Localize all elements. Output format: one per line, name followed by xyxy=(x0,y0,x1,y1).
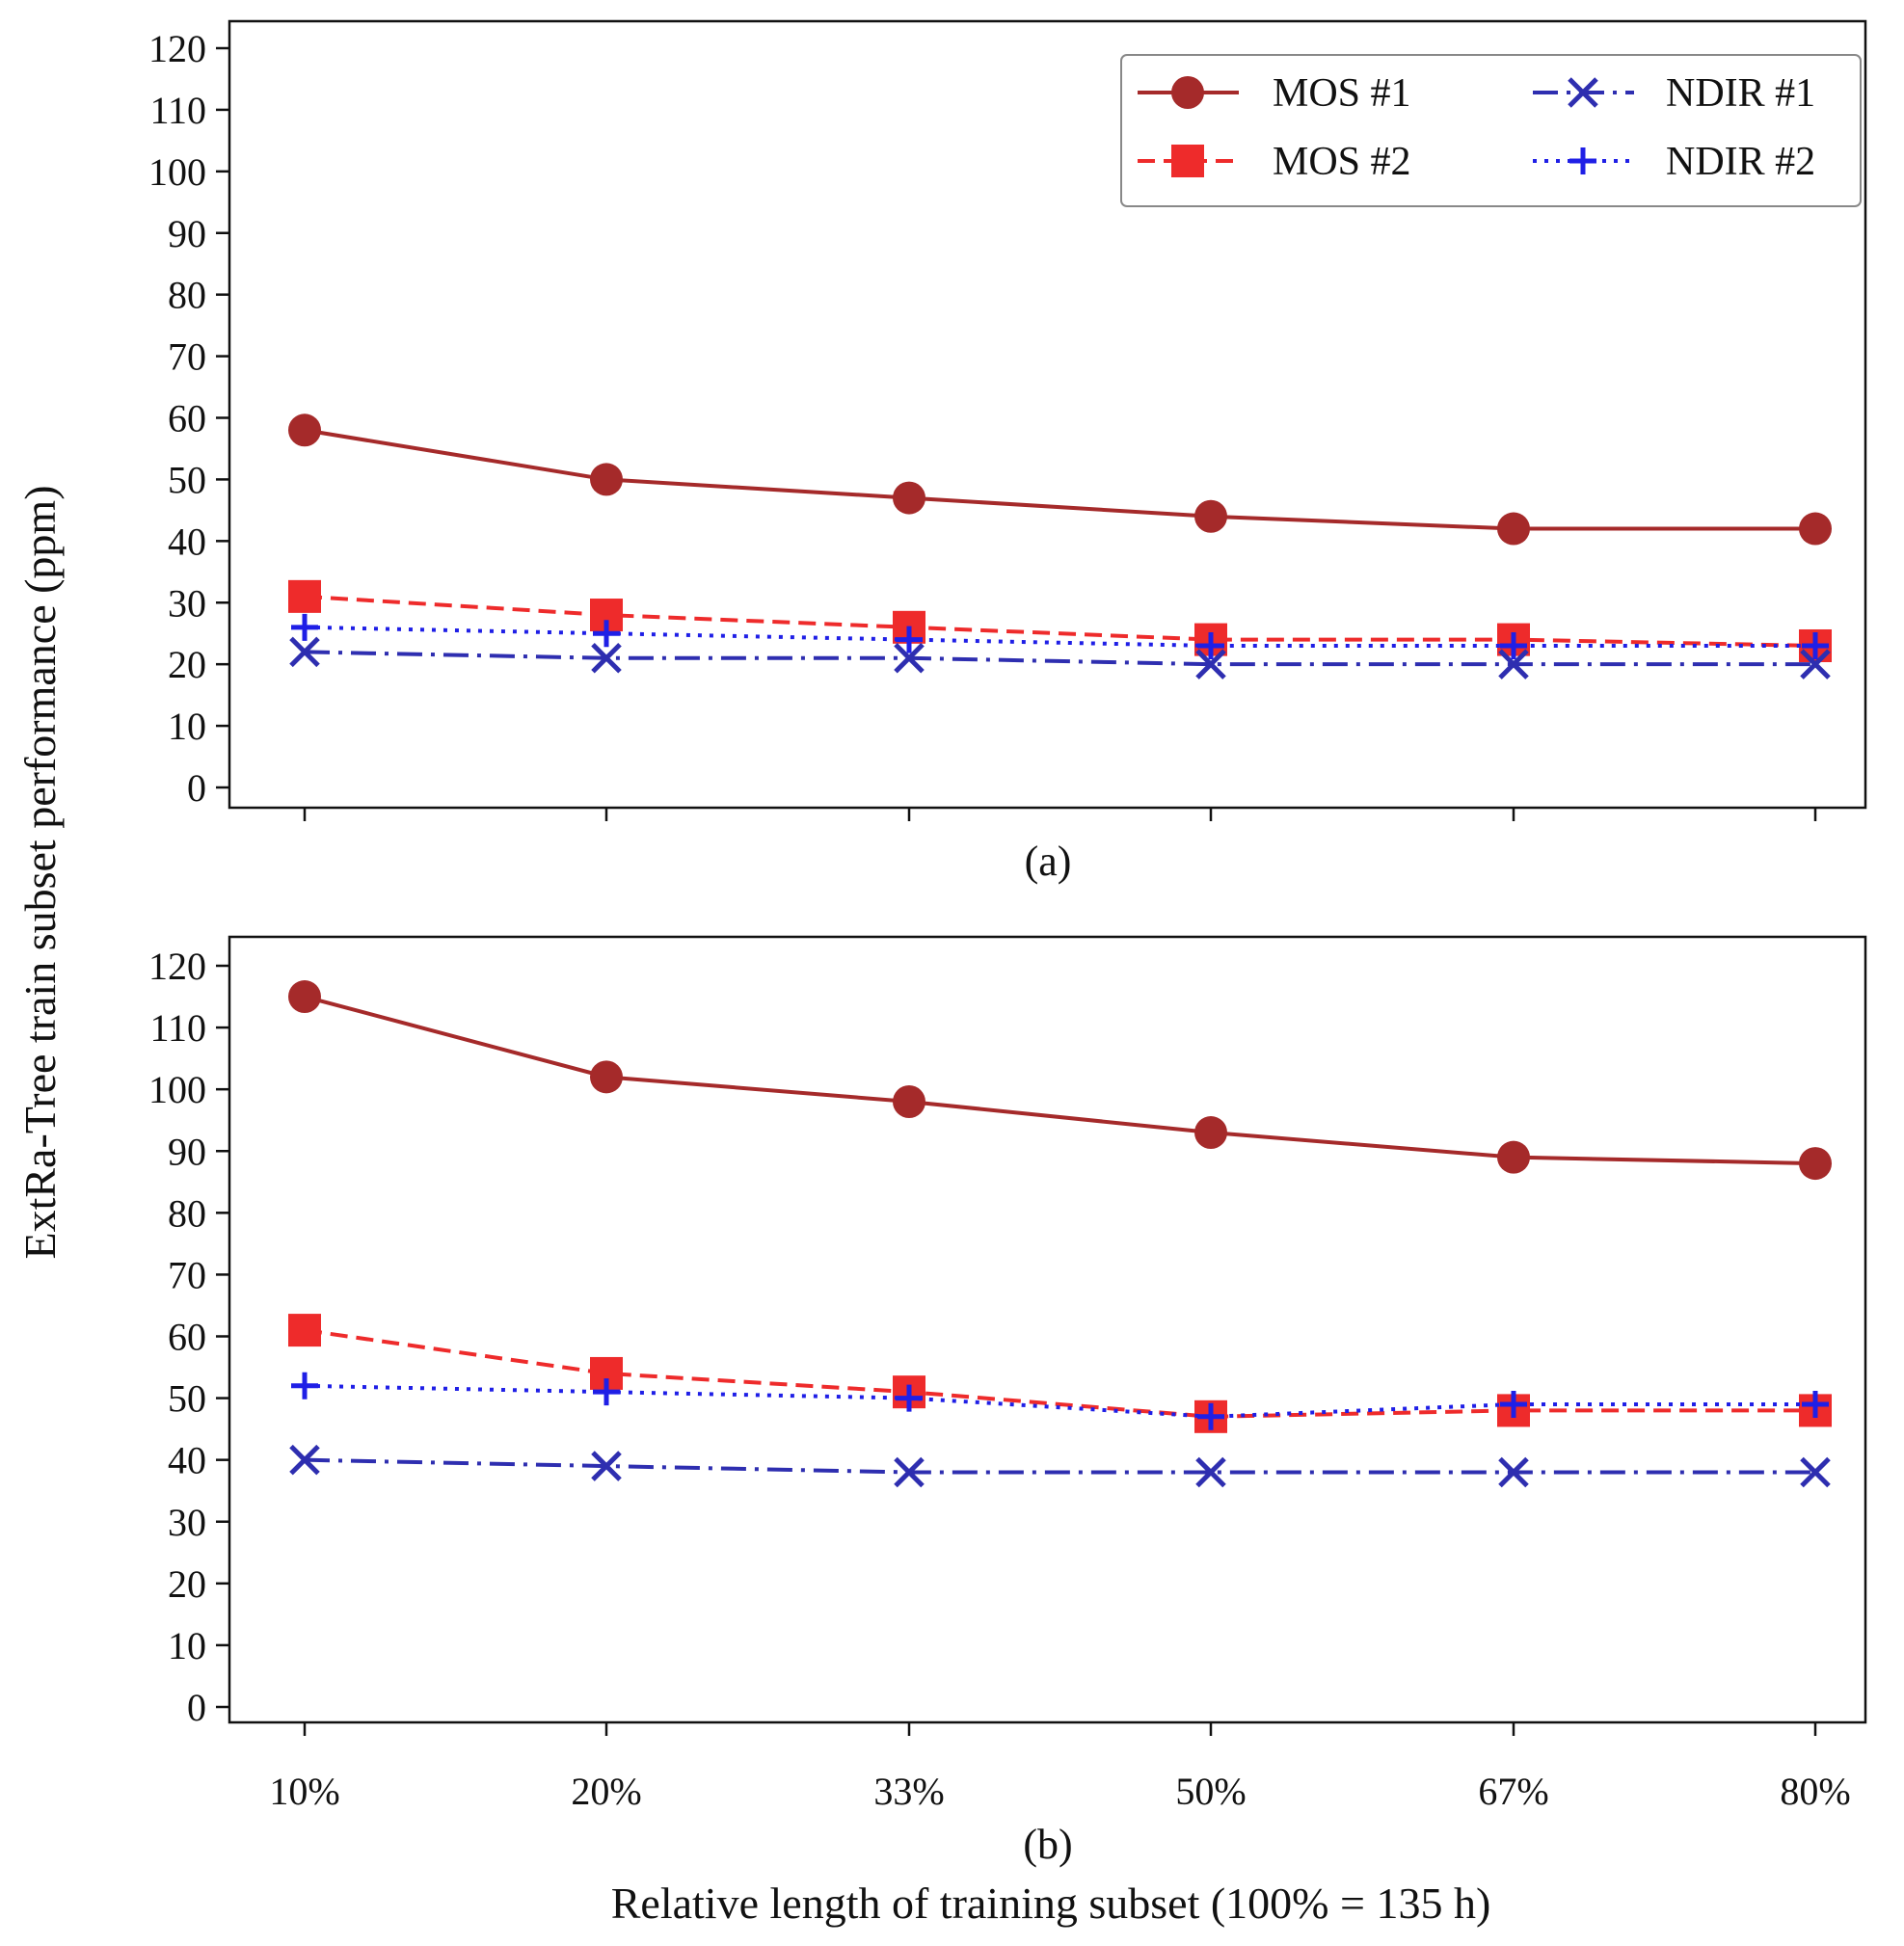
data-point-mos-1 xyxy=(1799,512,1832,546)
series-line-mos-2 xyxy=(304,1328,1815,1419)
y-tick-label: 60 xyxy=(168,397,206,440)
series-line-ndir-1 xyxy=(304,1457,1815,1475)
panel-b-plot: 0 10 20 30 40 50 60 70 80 90 100 110 120 10% 20% 33% 50%… xyxy=(148,935,1867,1868)
data-point-ndir-2 xyxy=(291,613,318,641)
data-point-ndir-2 xyxy=(593,1378,620,1406)
data-point-ndir-2 xyxy=(896,1384,923,1412)
data-point-ndir-1 xyxy=(894,1456,925,1488)
data-point-mos-2 xyxy=(288,579,321,613)
y-tick-label: 120 xyxy=(148,945,206,988)
y-tick-label: 80 xyxy=(168,1191,206,1235)
data-point-ndir-2 xyxy=(1197,1402,1224,1430)
y-tick-label: 30 xyxy=(168,1501,206,1544)
y-tick-label: 110 xyxy=(149,1006,206,1050)
x-tick-label: 50% xyxy=(1175,1770,1246,1813)
plot-frame xyxy=(228,19,1867,810)
data-point-ndir-1 xyxy=(894,643,925,674)
legend-label-ndir-2: NDIR #2 xyxy=(1666,140,1815,184)
y-tick-label: 10 xyxy=(168,1624,206,1667)
data-point-ndir-1 xyxy=(1800,649,1831,680)
panel-label: (a) xyxy=(1025,838,1072,885)
data-point-mos-1 xyxy=(893,481,925,515)
y-tick-label: 80 xyxy=(168,274,206,317)
x-tick-label: 67% xyxy=(1478,1770,1548,1813)
data-point-ndir-1 xyxy=(1800,1456,1831,1488)
series-line-ndir-2 xyxy=(304,1383,1815,1419)
y-tick-label: 50 xyxy=(168,1377,206,1421)
y-tick-label: 110 xyxy=(149,89,206,132)
y-tick-label: 20 xyxy=(168,643,206,686)
data-point-mos-1 xyxy=(590,463,623,496)
plot-frame xyxy=(228,935,1867,1724)
legend-label-ndir-1: NDIR #1 xyxy=(1666,71,1815,116)
y-tick-label: 30 xyxy=(168,581,206,625)
legend-marker-mos-1 xyxy=(1171,76,1204,109)
y-tick-label: 70 xyxy=(168,335,206,379)
y-tick-label: 0 xyxy=(187,1686,206,1729)
data-point-ndir-1 xyxy=(591,643,622,674)
y-tick-label: 40 xyxy=(168,520,206,563)
legend: MOS #1 MOS #2 NDIR #1 NDIR #2 xyxy=(1120,54,1862,207)
data-point-ndir-1 xyxy=(1498,1456,1529,1488)
data-point-mos-1 xyxy=(288,413,321,447)
x-axis-title: Relative length of training subset (100%… xyxy=(611,1879,1491,1928)
y-tick-label: 50 xyxy=(168,458,206,501)
legend-label-mos-1: MOS #1 xyxy=(1273,71,1411,116)
y-tick-label: 20 xyxy=(168,1562,206,1606)
y-tick-label: 120 xyxy=(148,27,206,70)
legend-marker-ndir-1 xyxy=(1568,77,1598,108)
y-tick-label: 90 xyxy=(168,212,206,255)
data-point-ndir-2 xyxy=(593,620,620,648)
legend-box xyxy=(1120,54,1862,207)
y-tick-label: 90 xyxy=(168,1130,206,1173)
data-point-mos-2 xyxy=(288,1314,321,1347)
data-point-mos-1 xyxy=(1194,499,1227,533)
data-point-mos-1 xyxy=(1497,1140,1530,1174)
data-point-mos-1 xyxy=(590,1060,623,1094)
data-point-mos-1 xyxy=(893,1084,925,1118)
y-tick-label: 10 xyxy=(168,705,206,748)
y-tick-label: 60 xyxy=(168,1316,206,1359)
series-line-ndir-2 xyxy=(304,625,1815,648)
data-point-ndir-1 xyxy=(1195,1456,1226,1488)
data-point-mos-1 xyxy=(288,980,321,1014)
legend-marker-ndir-2 xyxy=(1569,147,1596,174)
x-tick-label: 20% xyxy=(571,1770,641,1813)
data-point-ndir-2 xyxy=(1500,1390,1527,1418)
x-tick-label: 80% xyxy=(1780,1770,1850,1813)
x-tick-label: 33% xyxy=(873,1770,944,1813)
data-point-ndir-2 xyxy=(1802,631,1829,659)
series-line-ndir-1 xyxy=(304,650,1815,667)
data-point-ndir-2 xyxy=(291,1372,318,1400)
legend-marker-mos-2 xyxy=(1171,145,1204,177)
x-tick-label: 10% xyxy=(269,1770,339,1813)
data-point-ndir-2 xyxy=(1500,631,1527,659)
data-point-mos-1 xyxy=(1497,512,1530,546)
series-line-mos-1 xyxy=(304,995,1816,1166)
series-line-mos-2 xyxy=(304,594,1816,648)
y-tick-label: 100 xyxy=(148,1068,206,1111)
data-point-ndir-2 xyxy=(1197,631,1224,659)
series-line-mos-1 xyxy=(304,428,1815,531)
data-point-mos-1 xyxy=(1194,1116,1227,1150)
y-tick-label: 0 xyxy=(187,766,206,810)
y-tick-label: 40 xyxy=(168,1439,206,1482)
legend-label-mos-2: MOS #2 xyxy=(1273,140,1411,184)
data-point-ndir-2 xyxy=(896,626,923,653)
panel-label: (b) xyxy=(1023,1821,1072,1868)
data-point-ndir-1 xyxy=(1498,649,1529,680)
data-point-mos-1 xyxy=(1799,1147,1832,1181)
y-tick-label: 100 xyxy=(148,150,206,194)
data-point-ndir-1 xyxy=(289,636,320,668)
y-axis-title: ExtRa-Tree train subset performance (ppm… xyxy=(15,485,65,1259)
data-point-ndir-1 xyxy=(591,1451,622,1481)
y-tick-label: 70 xyxy=(168,1253,206,1296)
data-point-ndir-2 xyxy=(1802,1390,1829,1418)
data-point-ndir-1 xyxy=(289,1444,320,1476)
data-point-ndir-1 xyxy=(1195,649,1226,680)
